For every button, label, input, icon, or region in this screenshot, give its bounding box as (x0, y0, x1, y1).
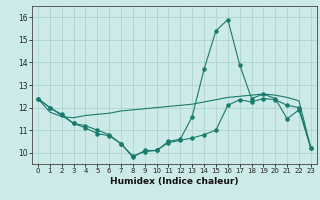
X-axis label: Humidex (Indice chaleur): Humidex (Indice chaleur) (110, 177, 239, 186)
